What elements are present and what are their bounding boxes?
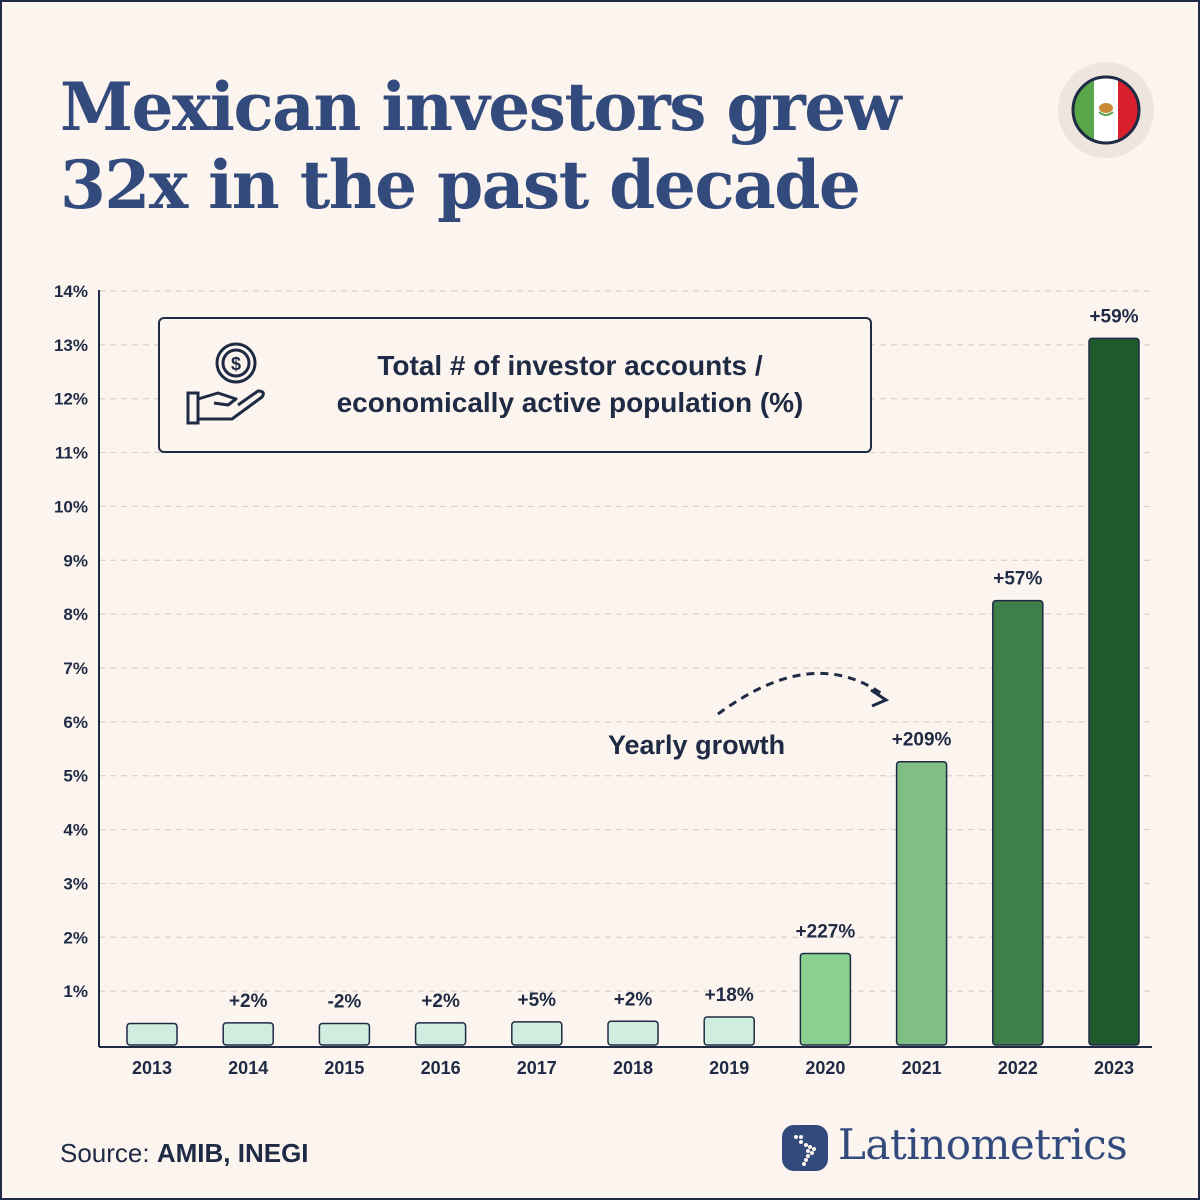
x-tick-label: 2017 (517, 1058, 557, 1078)
x-tick-label: 2013 (132, 1058, 172, 1078)
y-tick-label: 11% (55, 444, 88, 463)
data-label: +2% (614, 989, 653, 1010)
brand-name: Latinometrics (838, 1120, 1128, 1169)
bar-2016 (414, 1022, 467, 1046)
latin-america-map-icon (782, 1125, 828, 1175)
bar-2015 (318, 1022, 371, 1046)
source-note: Source: AMIB, INEGI (60, 1138, 309, 1169)
bar-2017 (511, 1021, 563, 1046)
data-label: +209% (892, 730, 952, 751)
data-label: -2% (328, 991, 362, 1012)
data-label: +57% (993, 569, 1042, 590)
y-tick-label: 8% (63, 605, 88, 624)
x-tick-label: 2018 (613, 1058, 653, 1078)
yearly-growth-arrow (717, 671, 890, 716)
y-tick-label: 13% (54, 336, 88, 355)
x-tick-label: 2022 (998, 1058, 1038, 1078)
x-tick-label: 2023 (1094, 1058, 1134, 1078)
source-prefix: Source: (60, 1138, 150, 1168)
bar-chart: 1%2%3%4%5%6%7%8%9%10%11%12%13%14% 2013 20… (54, 282, 1152, 1078)
data-label: +227% (796, 921, 856, 942)
x-tick-label: 2016 (421, 1058, 461, 1078)
y-tick-label: 7% (63, 659, 88, 678)
bar-2013 (126, 1022, 178, 1046)
svg-text:$: $ (231, 354, 241, 374)
y-tick-label: 12% (54, 390, 88, 409)
y-tick-label: 4% (63, 821, 88, 840)
yearly-growth-annotation: Yearly growth (608, 730, 786, 760)
bar-2021 (895, 760, 948, 1046)
data-label: +59% (1089, 306, 1138, 327)
bar-2022 (992, 599, 1044, 1046)
x-tick-label: 2015 (324, 1058, 364, 1078)
data-label: +2% (229, 991, 268, 1012)
data-label: +2% (421, 991, 460, 1012)
mexico-flag-icon (1058, 62, 1154, 158)
legend-label: Total # of investor accounts / economica… (280, 347, 860, 421)
x-tick-label: 2020 (805, 1058, 845, 1078)
y-tick-label: 10% (54, 497, 88, 516)
x-axis-labels: 2013 2014 2015 2016 2017 2018 2019 2020 2021 2022… (132, 1058, 1134, 1078)
x-tick-label: 2021 (902, 1058, 942, 1078)
chart-bars (126, 337, 1140, 1046)
brand-logo: Latinometrics (782, 1120, 1162, 1180)
y-tick-label: 1% (63, 982, 88, 1001)
y-tick-label: 14% (54, 282, 88, 301)
chart-legend-box: $ Total # of investor accounts / economi… (158, 317, 872, 453)
data-label: +18% (705, 985, 754, 1006)
source-names: AMIB, INEGI (156, 1138, 309, 1168)
legend-line-1: Total # of investor accounts / (377, 350, 763, 381)
money-hand-icon: $ (184, 341, 270, 431)
y-tick-label: 2% (63, 928, 88, 947)
y-tick-label: 5% (63, 767, 88, 786)
title-line-1: Mexican investors grew (60, 68, 902, 146)
bar-2023 (1088, 337, 1140, 1046)
y-tick-label: 6% (63, 713, 88, 732)
bar-2020 (799, 952, 852, 1046)
data-labels: +2% -2% +2% +5% +2% +18% +227% +209% +57% +59% (229, 306, 1139, 1012)
data-label: +5% (518, 990, 557, 1011)
title-line-2: 32x in the past decade (60, 146, 861, 224)
bar-2018 (607, 1020, 659, 1046)
y-axis-ticks: 1% 2% 3% 4% 5% 6% 7% 8% 9% 10% 11% 12% 13% 14% (54, 282, 88, 1001)
bar-2014 (222, 1022, 274, 1046)
legend-line-2: economically active population (%) (336, 387, 804, 418)
x-tick-label: 2019 (709, 1058, 749, 1078)
bar-2019 (703, 1016, 755, 1046)
page-title: Mexican investors grew 32x in the past d… (60, 68, 902, 224)
y-tick-label: 9% (63, 551, 88, 570)
y-tick-label: 3% (63, 874, 88, 893)
x-tick-label: 2014 (228, 1058, 268, 1078)
